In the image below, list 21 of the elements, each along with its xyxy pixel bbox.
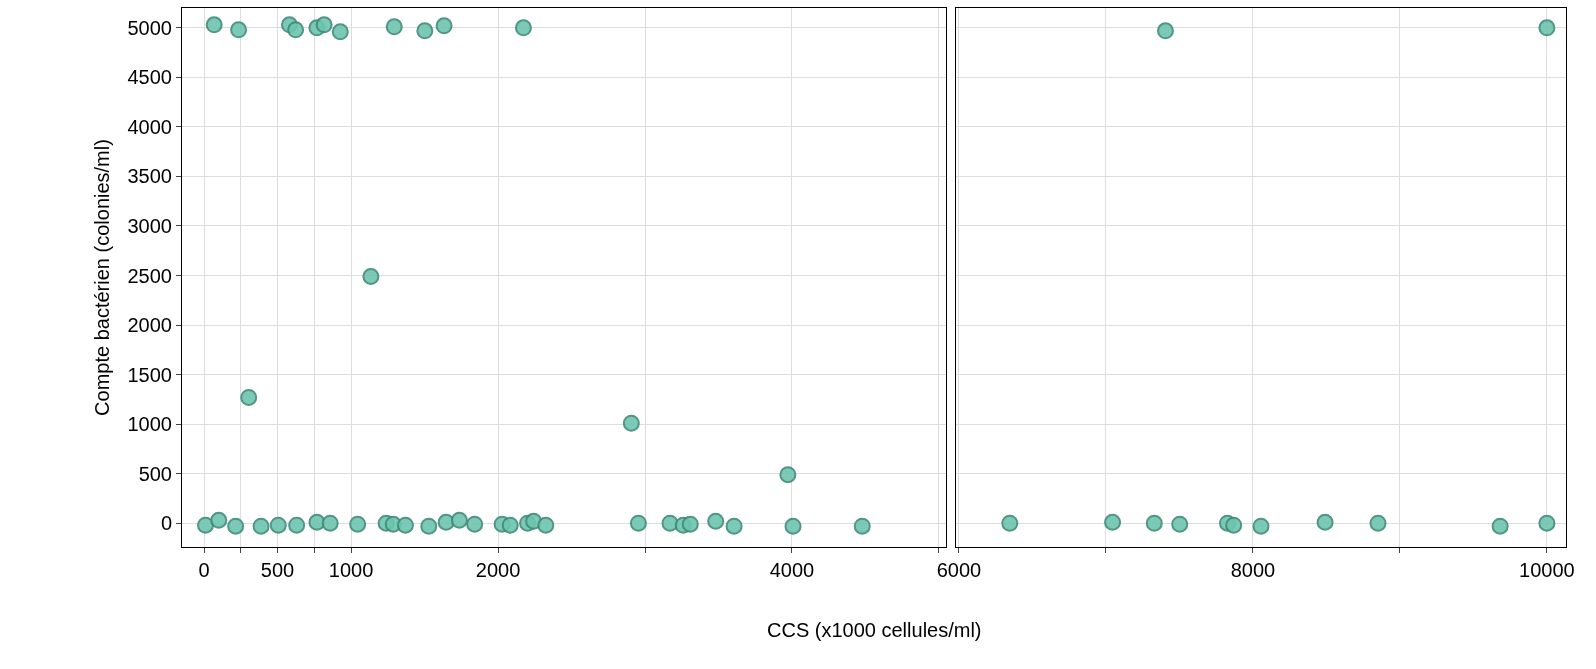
x-tick-label: 1000 (328, 559, 374, 581)
x-tick-label: 6000 (936, 559, 982, 581)
y-tick-label: 4500 (127, 66, 172, 89)
x-tick-label: 500 (260, 559, 295, 581)
y-tick-label: 3000 (127, 214, 172, 237)
y-axis-title: Compte bactérien (colonies/ml) (91, 139, 113, 416)
x-tick-label: 0 (198, 559, 210, 581)
x-tick-label: 10000 (1519, 559, 1575, 581)
y-tick-label: 2000 (127, 314, 172, 337)
y-tick-label: 1500 (127, 363, 172, 386)
y-tick-label: 2500 (127, 264, 172, 287)
y-tick-label: 1000 (127, 413, 172, 436)
x-tick-label: 4000 (769, 559, 815, 581)
y-tick-label: 4000 (127, 115, 172, 138)
y-tick-label: 3500 (127, 165, 172, 188)
x-tick-label: 2000 (475, 559, 521, 581)
y-tick-label: 0 (160, 512, 172, 535)
y-tick-label: 5000 (127, 16, 172, 39)
x-axis-title: CCS (x1000 cellules/ml) (767, 619, 982, 641)
x-tick-label: 8000 (1230, 559, 1276, 581)
y-tick-label: 500 (138, 462, 172, 485)
